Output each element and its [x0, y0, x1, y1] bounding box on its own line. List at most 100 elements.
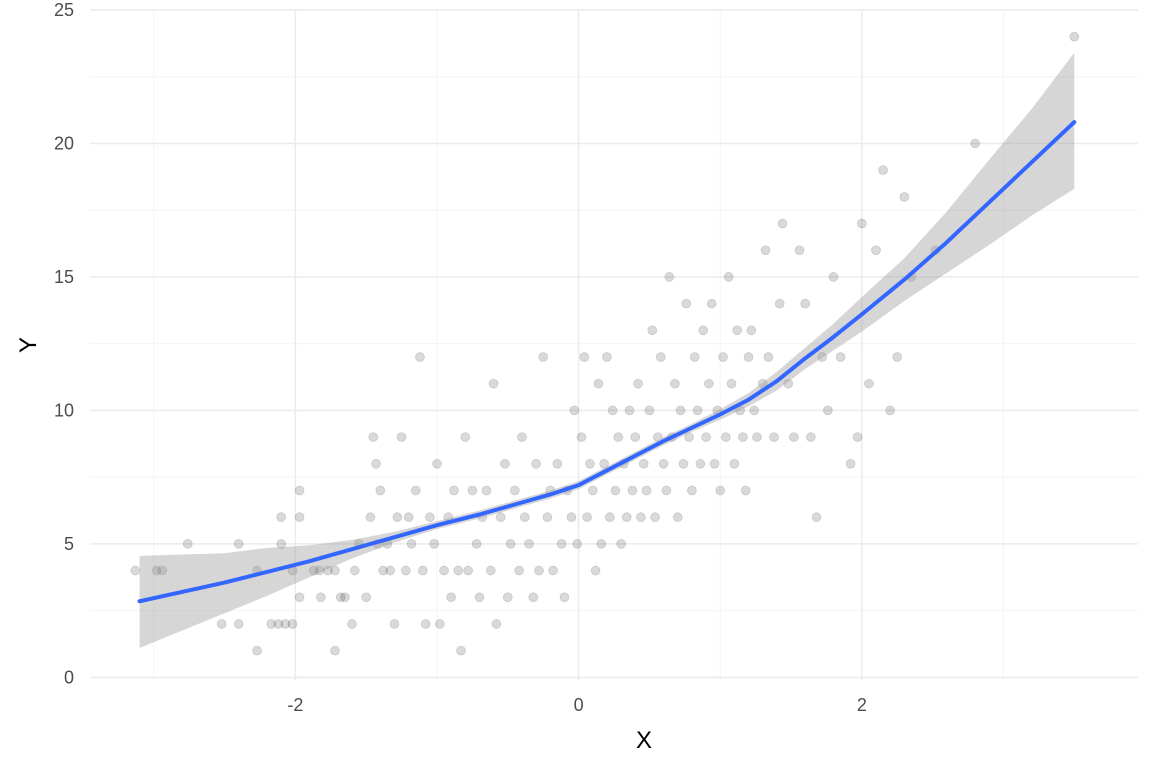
data-point: [817, 352, 828, 362]
data-point: [1069, 31, 1080, 42]
data-point: [474, 592, 485, 603]
data-point: [233, 538, 244, 549]
data-point: [613, 432, 624, 442]
data-point: [514, 565, 525, 576]
minor-gridlines: [90, 10, 1138, 680]
data-point: [368, 432, 379, 442]
data-point: [970, 138, 981, 149]
data-point: [585, 458, 595, 469]
data-point: [692, 405, 703, 416]
data-point: [686, 485, 697, 496]
data-point: [456, 645, 466, 656]
data-point: [471, 538, 482, 549]
data-point: [720, 432, 731, 442]
data-point: [280, 619, 291, 629]
data-point: [760, 245, 771, 256]
x-tick-label: -2: [287, 695, 303, 715]
data-point: [308, 565, 319, 576]
data-point: [500, 458, 510, 469]
data-point: [233, 619, 244, 629]
data-point: [340, 592, 350, 603]
data-point: [864, 378, 874, 389]
data-point: [410, 485, 421, 496]
data-point: [590, 565, 601, 576]
data-point: [856, 218, 867, 229]
data-point: [852, 432, 863, 442]
data-point: [709, 458, 720, 469]
data-point: [396, 432, 407, 442]
data-point: [582, 512, 592, 523]
data-point: [365, 512, 376, 523]
data-point: [835, 352, 846, 362]
data-point: [481, 485, 492, 496]
data-point: [777, 218, 788, 229]
data-point: [406, 538, 417, 549]
data-point: [531, 458, 542, 469]
data-point: [432, 458, 442, 469]
data-point: [726, 378, 737, 389]
data-point: [822, 405, 833, 416]
smooth-line: [137, 120, 1077, 604]
data-point: [420, 619, 431, 629]
data-point: [658, 458, 669, 469]
data-point: [509, 485, 520, 496]
data-point: [485, 565, 496, 576]
data-point: [569, 405, 580, 416]
data-point: [453, 565, 464, 576]
data-point: [491, 619, 502, 629]
data-point: [392, 512, 403, 523]
y-axis-title: Y: [15, 337, 42, 353]
data-point: [371, 458, 381, 469]
data-point: [661, 485, 672, 496]
data-point: [534, 565, 544, 576]
data-point: [655, 352, 666, 362]
data-point: [542, 512, 553, 523]
data-point: [740, 485, 751, 496]
data-point: [845, 458, 856, 469]
data-point: [647, 325, 658, 336]
data-point: [566, 512, 577, 523]
data-point: [644, 405, 655, 416]
data-point: [314, 565, 325, 576]
x-axis-tick-labels: -2 0 2: [287, 695, 867, 715]
data-point: [871, 245, 881, 256]
data-point: [678, 458, 689, 469]
data-point: [400, 565, 411, 576]
data-point: [774, 298, 785, 309]
data-point: [732, 325, 743, 336]
y-tick-label: 10: [54, 400, 74, 420]
data-point: [349, 565, 360, 576]
data-point: [495, 512, 506, 523]
data-point: [538, 352, 549, 362]
data-point: [502, 592, 513, 603]
data-point: [805, 432, 816, 442]
data-point: [505, 538, 516, 549]
data-point: [878, 165, 888, 176]
data-point: [885, 405, 896, 416]
data-point: [650, 512, 660, 523]
data-point: [556, 538, 567, 549]
data-point: [800, 298, 811, 309]
data-point: [467, 485, 478, 496]
data-point: [607, 405, 618, 416]
data-point: [794, 245, 805, 256]
data-point: [424, 512, 435, 523]
data-point: [899, 191, 910, 202]
data-point: [743, 352, 754, 362]
data-point: [701, 432, 711, 442]
data-point: [718, 352, 728, 362]
data-point: [769, 432, 779, 442]
data-point: [627, 485, 638, 496]
data-point: [415, 352, 425, 362]
data-point: [672, 512, 683, 523]
data-point: [633, 378, 643, 389]
data-point: [763, 352, 774, 362]
data-point: [552, 458, 563, 469]
data-point: [276, 538, 287, 549]
data-point: [330, 565, 340, 576]
data-point: [287, 619, 298, 629]
data-point: [315, 592, 326, 603]
data-point: [828, 272, 839, 282]
data-point: [463, 565, 474, 576]
